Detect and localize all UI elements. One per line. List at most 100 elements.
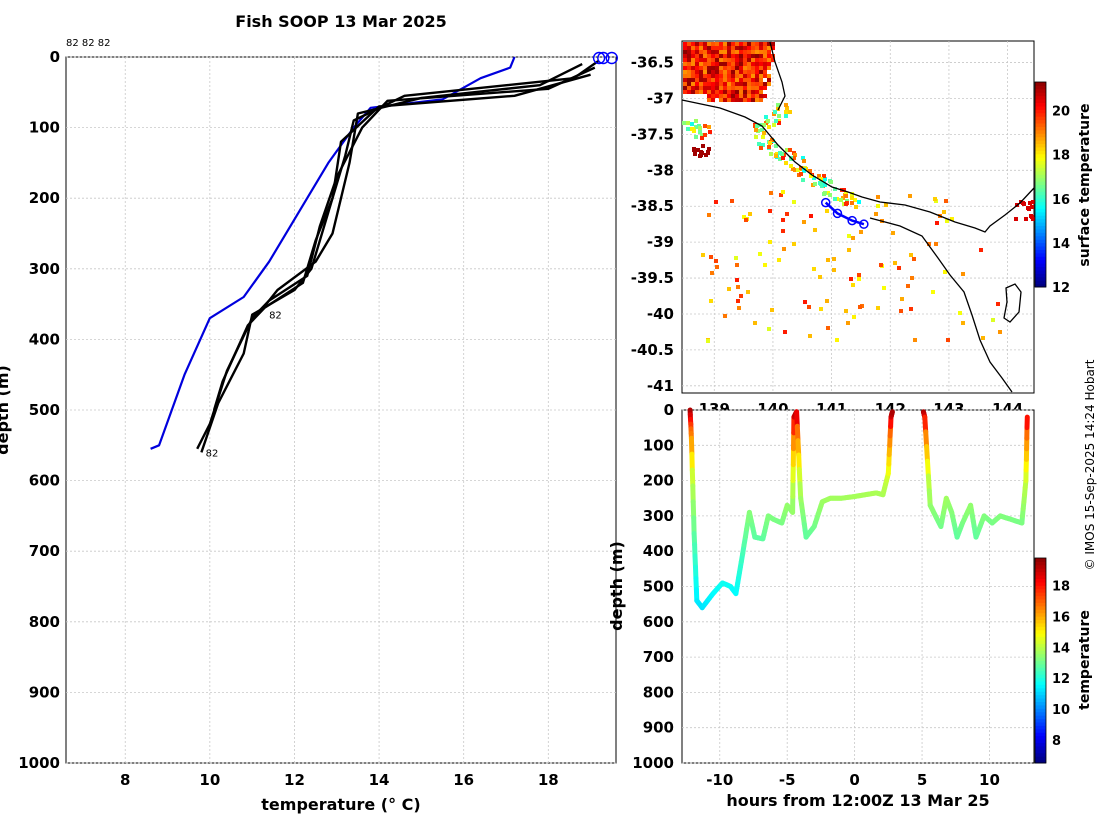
map-sst-cell [751, 90, 755, 94]
map-sst-cell [719, 46, 723, 50]
map-colorbar-segment [1035, 249, 1046, 253]
map-sst-cell [691, 58, 695, 62]
map-sst-cell [691, 90, 695, 94]
map-colorbar-segment [1035, 147, 1046, 151]
map-colorbar-segment [1035, 270, 1046, 274]
map-sst-cell [687, 46, 691, 50]
map-sst-cell [743, 42, 747, 46]
map-sst-cell [711, 46, 715, 50]
map-sst-cell [683, 58, 687, 62]
map-sst-cell [735, 74, 739, 78]
map-sst-cell [751, 50, 755, 54]
section-y-tick-label: 500 [643, 578, 674, 596]
map-colorbar-segment [1035, 198, 1046, 202]
map-lat-tick-label: -37.5 [631, 125, 674, 143]
map-sst-cell [747, 50, 751, 54]
map-sst-cell [723, 94, 727, 98]
map-colorbar-segment [1035, 185, 1046, 189]
map-colorbar-segment [1035, 126, 1046, 130]
profile-top-annotation: 82 82 82 [66, 38, 111, 49]
map-sst-cell [751, 86, 755, 90]
map-sst-cell [703, 62, 707, 66]
map-sst-cell [832, 268, 836, 272]
map-sst-cell [812, 267, 816, 271]
map-sst-cell [715, 58, 719, 62]
map-sst-cell [695, 90, 699, 94]
section-colorbar-segment [1035, 575, 1046, 579]
map-sst-cell [727, 70, 731, 74]
map-sst-cell [727, 42, 731, 46]
map-sst-cell [739, 74, 743, 78]
map-sst-cell [763, 46, 767, 50]
map-sst-cell [1029, 214, 1033, 218]
section-colorbar-segment [1035, 732, 1046, 736]
map-sst-cell [692, 147, 696, 151]
map-sst-cell [699, 150, 703, 154]
map-sst-cell [774, 119, 778, 123]
map-sst-cell [711, 98, 715, 102]
map-sst-cell [788, 148, 792, 152]
map-sst-cell [700, 136, 704, 140]
map-colorbar-segment [1035, 92, 1046, 96]
section-colorbar-segment [1035, 712, 1046, 716]
map-sst-cell [958, 311, 962, 315]
map-sst-cell [735, 90, 739, 94]
map-sst-cell [876, 195, 880, 199]
map-sst-cell [747, 82, 751, 86]
map-sst-cell [808, 334, 812, 338]
map-sst-cell [715, 86, 719, 90]
map-sst-cell [694, 135, 698, 139]
map-sst-cell [828, 193, 832, 197]
map-sst-cell [715, 94, 719, 98]
map-colorbar-segment [1035, 219, 1046, 223]
map-sst-cell [715, 265, 719, 269]
map-sst-cell [846, 321, 850, 325]
map-sst-cell [908, 194, 912, 198]
map-sst-cell [774, 154, 778, 158]
map-sst-cell [707, 213, 711, 217]
map-lat-tick-label: -40 [647, 305, 674, 323]
section-colorbar-segment [1035, 661, 1046, 665]
map-colorbar-segment [1035, 222, 1046, 226]
map-sst-cell [730, 199, 734, 203]
section-x-tick-label: -10 [706, 771, 733, 789]
map-colorbar-segment [1035, 174, 1046, 178]
section-colorbar-segment [1035, 596, 1046, 600]
map-sst-cell [723, 70, 727, 74]
map-sst-cell [695, 62, 699, 66]
map-sst-cell [748, 212, 752, 216]
map-sst-cell [691, 86, 695, 90]
section-colorbar-tick-label: 12 [1052, 672, 1070, 687]
map-sst-cell [792, 200, 796, 204]
map-sst-cell [691, 50, 695, 54]
map-sst-cell [759, 98, 763, 102]
map-sst-cell [699, 78, 703, 82]
map-sst-cell [743, 46, 747, 50]
map-sst-cell [723, 66, 727, 70]
map-sst-cell [739, 46, 743, 50]
map-sst-cell [761, 135, 765, 139]
profile-x-tick-label: 8 [120, 771, 130, 789]
profile-y-tick-label: 100 [29, 119, 60, 137]
map-sst-cell [715, 62, 719, 66]
map-sst-cell [719, 82, 723, 86]
map-sst-cell [707, 86, 711, 90]
map-sst-cell [739, 86, 743, 90]
section-colorbar-segment [1035, 606, 1046, 610]
map-sst-cell [991, 318, 995, 322]
map-sst-cell [683, 86, 687, 90]
map-sst-cell [899, 309, 903, 313]
map-sst-cell [739, 62, 743, 66]
map-sst-cell [763, 263, 767, 267]
map-colorbar-segment [1035, 243, 1046, 247]
map-sst-cell [735, 82, 739, 86]
map-sst-cell [739, 70, 743, 74]
map-sst-cell [703, 124, 707, 128]
map-sst-cell [844, 194, 848, 198]
map-sst-cell [698, 126, 702, 130]
map-sst-cell [715, 42, 719, 46]
section-y-tick-label: 800 [643, 683, 674, 701]
map-sst-cell [809, 214, 813, 218]
section-y-tick-label: 400 [643, 542, 674, 560]
